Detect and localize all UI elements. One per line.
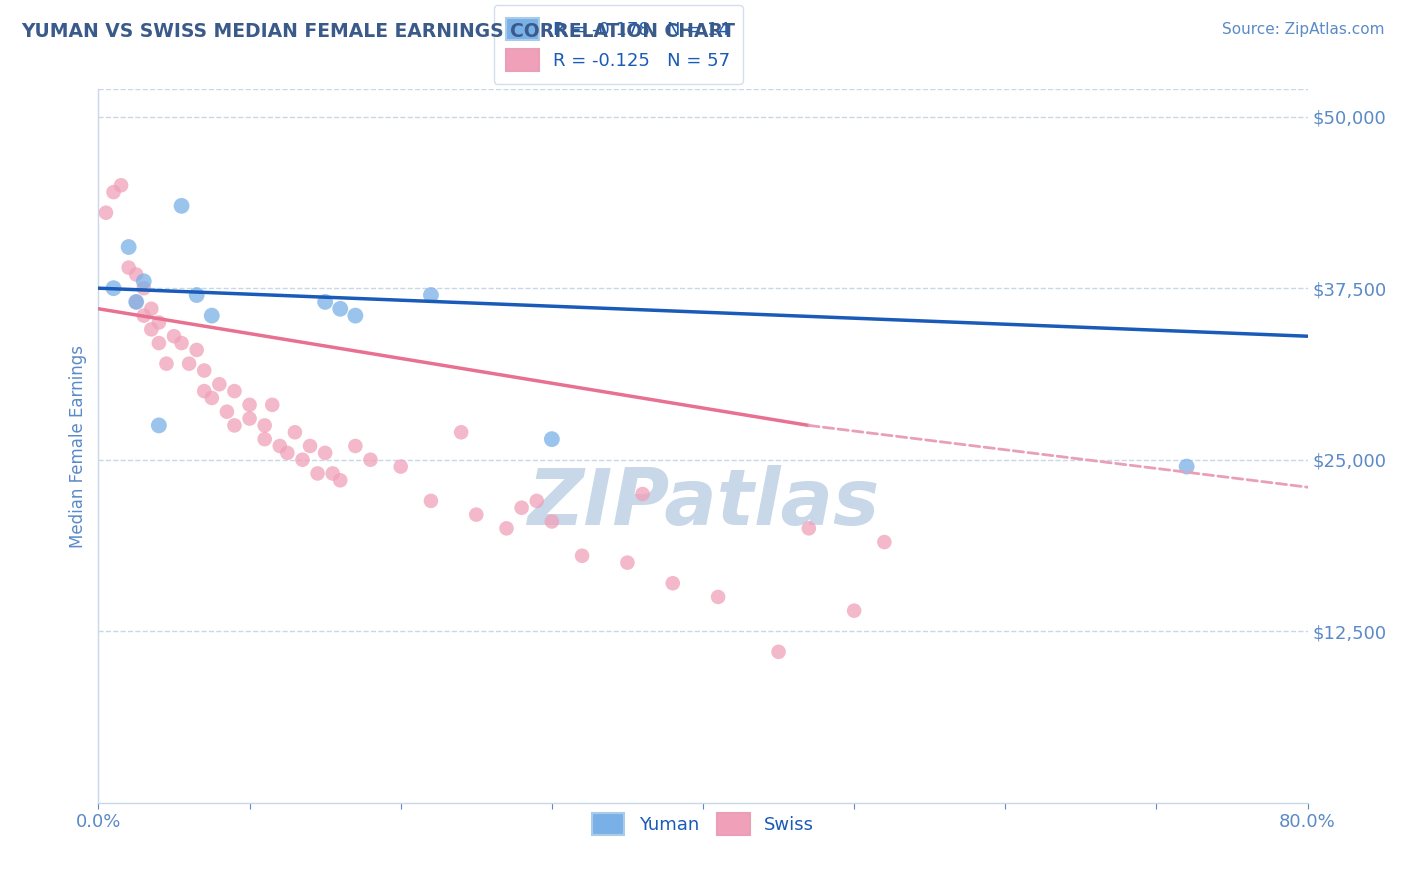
Point — [148, 316, 170, 330]
Point — [276, 446, 298, 460]
Point — [797, 521, 820, 535]
Point — [186, 288, 208, 302]
Point — [322, 467, 344, 481]
Point — [510, 500, 533, 515]
Point — [389, 459, 412, 474]
Legend: Yuman, Swiss: Yuman, Swiss — [583, 804, 823, 844]
Point — [201, 309, 224, 323]
Point — [239, 398, 262, 412]
Point — [291, 452, 314, 467]
Point — [170, 336, 193, 351]
Point — [344, 309, 367, 323]
Point — [526, 494, 548, 508]
Point — [118, 260, 141, 275]
Point — [239, 411, 262, 425]
Point — [873, 535, 896, 549]
Point — [103, 281, 125, 295]
Point — [148, 336, 170, 351]
Point — [193, 363, 215, 377]
Point — [661, 576, 683, 591]
Point — [132, 281, 155, 295]
Point — [253, 418, 276, 433]
Point — [314, 294, 336, 309]
Point — [253, 432, 276, 446]
Point — [420, 288, 443, 302]
Text: YUMAN VS SWISS MEDIAN FEMALE EARNINGS CORRELATION CHART: YUMAN VS SWISS MEDIAN FEMALE EARNINGS CO… — [21, 22, 735, 41]
Text: ZIPatlas: ZIPatlas — [527, 465, 879, 541]
Point — [208, 377, 231, 392]
Point — [420, 494, 443, 508]
Point — [125, 268, 148, 282]
Point — [1175, 459, 1198, 474]
Point — [450, 425, 472, 440]
Point — [141, 322, 163, 336]
Point — [193, 384, 215, 398]
Point — [344, 439, 367, 453]
Point — [179, 357, 201, 371]
Point — [329, 301, 352, 316]
Text: Source: ZipAtlas.com: Source: ZipAtlas.com — [1222, 22, 1385, 37]
Point — [132, 274, 155, 288]
Point — [465, 508, 488, 522]
Point — [201, 391, 224, 405]
Point — [148, 418, 170, 433]
Point — [540, 515, 562, 529]
Point — [495, 521, 517, 535]
Point — [329, 473, 352, 487]
Point — [110, 178, 132, 193]
Point — [262, 398, 284, 412]
Point — [186, 343, 208, 357]
Point — [307, 467, 329, 481]
Point — [616, 556, 638, 570]
Point — [94, 205, 117, 219]
Point — [299, 439, 322, 453]
Point — [284, 425, 307, 440]
Point — [125, 294, 148, 309]
Point — [707, 590, 730, 604]
Point — [155, 357, 177, 371]
Point — [170, 199, 193, 213]
Point — [360, 452, 382, 467]
Point — [631, 487, 654, 501]
Point — [118, 240, 141, 254]
Point — [132, 309, 155, 323]
Point — [571, 549, 593, 563]
Point — [125, 294, 148, 309]
Point — [163, 329, 186, 343]
Point — [215, 405, 238, 419]
Point — [314, 446, 336, 460]
Point — [540, 432, 562, 446]
Point — [269, 439, 291, 453]
Point — [141, 301, 163, 316]
Point — [224, 384, 246, 398]
Point — [768, 645, 790, 659]
Point — [224, 418, 246, 433]
Y-axis label: Median Female Earnings: Median Female Earnings — [69, 344, 87, 548]
Point — [103, 185, 125, 199]
Point — [844, 604, 866, 618]
